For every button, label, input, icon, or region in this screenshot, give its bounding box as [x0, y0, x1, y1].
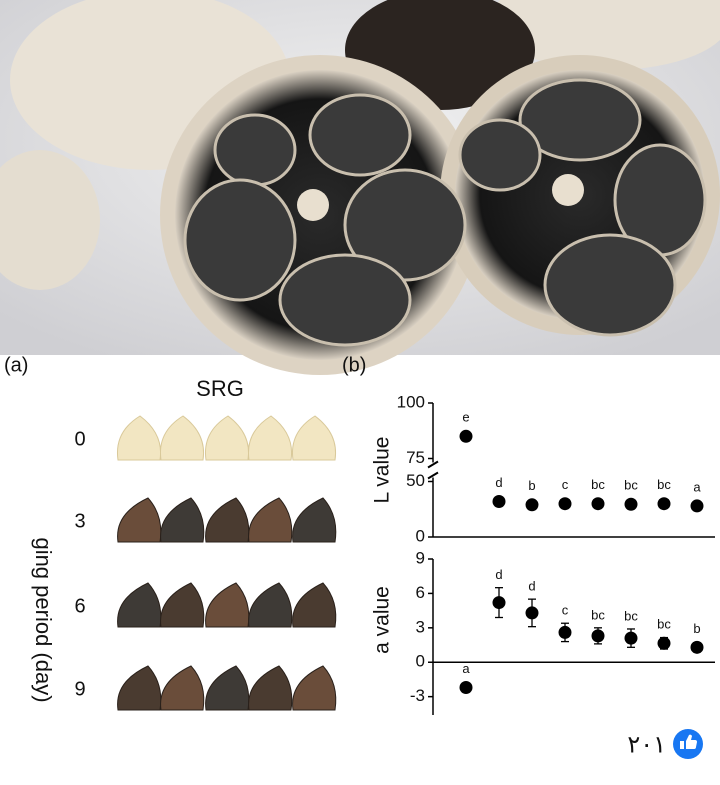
annotation: bc: [591, 607, 605, 622]
annotation: b: [693, 621, 700, 636]
point: [624, 497, 638, 511]
axis-break: [427, 460, 439, 469]
clove: [117, 665, 162, 711]
annotation: bc: [624, 478, 638, 493]
photo: [0, 0, 720, 375]
annotation: c: [562, 477, 569, 492]
point: [624, 631, 638, 645]
y-tick-label: 0: [416, 526, 425, 545]
annotation: d: [528, 579, 535, 594]
row-label: 0: [74, 428, 85, 450]
panel-label: (b): [342, 354, 366, 376]
clove: [160, 582, 205, 628]
point: [492, 596, 506, 610]
point: [459, 680, 473, 694]
y-tick-label: 0: [416, 652, 425, 671]
annotation: bc: [591, 477, 605, 492]
point: [657, 497, 671, 511]
point: [558, 497, 572, 511]
annotation: bc: [624, 608, 638, 623]
point: [591, 629, 605, 643]
annotation: a: [693, 479, 701, 494]
axis-label: L value: [371, 437, 394, 504]
annotation: a: [462, 661, 470, 676]
clove: [160, 665, 205, 711]
clove: [292, 582, 337, 628]
annotation: b: [528, 478, 535, 493]
annotation: bc: [657, 617, 671, 632]
y-tick-label: 6: [416, 583, 425, 602]
clove: [291, 415, 337, 461]
y-tick-label: 9: [416, 548, 425, 567]
point: [525, 606, 539, 620]
y-tick-label: 3: [416, 617, 425, 636]
clove: [205, 665, 250, 711]
clove: [292, 665, 337, 711]
y-tick-label: 50: [406, 471, 425, 490]
point: [591, 497, 605, 511]
y-tick-label: -3: [410, 686, 425, 705]
reaction-bar[interactable]: ٢٠١: [627, 729, 703, 759]
annotation: d: [495, 567, 502, 582]
clove: [117, 582, 162, 628]
row-label: 9: [74, 678, 85, 700]
clove: [117, 497, 162, 543]
annotation: c: [562, 603, 569, 618]
clove: [159, 415, 205, 461]
annotation: bc: [657, 477, 671, 492]
garlic-cloves: [116, 415, 337, 711]
point: [459, 429, 473, 443]
clove: [248, 665, 293, 711]
clove: [204, 415, 250, 461]
axis-label: ging period (day): [31, 537, 56, 702]
point: [558, 625, 572, 639]
y-tick-label: 100: [397, 392, 425, 411]
point: [657, 636, 671, 650]
clove: [205, 497, 250, 543]
panel-label: (a): [4, 354, 28, 376]
row-label: 3: [74, 510, 85, 532]
point: [492, 494, 506, 508]
clove: [292, 497, 337, 543]
clove: [205, 582, 250, 628]
point: [690, 499, 704, 513]
point: [525, 498, 539, 512]
reaction-count: ٢٠١: [627, 731, 666, 758]
clove: [160, 497, 205, 543]
panel-title: SRG: [196, 376, 244, 401]
clove: [247, 415, 293, 461]
axis-label: a value: [371, 586, 394, 654]
annotation: e: [462, 410, 469, 425]
axis-break: [427, 471, 439, 480]
clove: [248, 582, 293, 628]
clove: [248, 497, 293, 543]
clove: [116, 415, 162, 461]
annotation: d: [495, 475, 502, 490]
y-tick-label: 75: [406, 448, 425, 467]
row-label: 6: [74, 595, 85, 617]
point: [690, 640, 704, 654]
